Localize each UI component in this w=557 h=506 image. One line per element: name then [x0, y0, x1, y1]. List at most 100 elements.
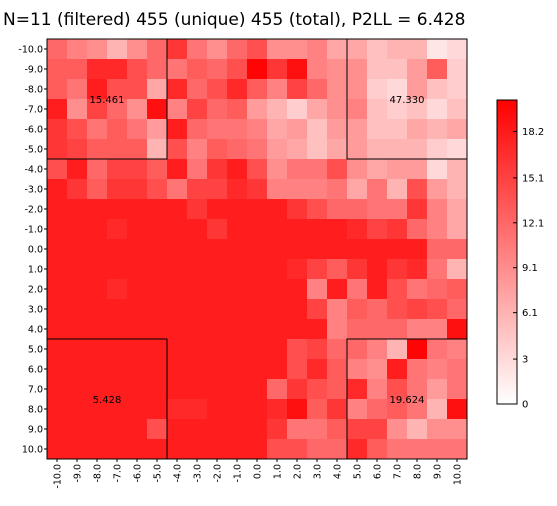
heatmap-cell	[87, 339, 107, 359]
x-tick-label: -8.0	[93, 464, 104, 483]
heatmap-cell	[347, 79, 367, 99]
heatmap-cell	[307, 79, 327, 99]
heatmap-cell	[447, 299, 467, 319]
x-tick-label: 2.0	[293, 464, 304, 479]
x-tick-label: 5.0	[353, 464, 364, 479]
heatmap-cell	[447, 119, 467, 139]
heatmap-cell	[447, 59, 467, 79]
heatmap-cell	[307, 279, 327, 299]
heatmap-cell	[67, 79, 87, 99]
heatmap-cell	[287, 299, 307, 319]
heatmap-cell	[387, 179, 407, 199]
heatmap-cell	[347, 119, 367, 139]
heatmap-cell	[327, 79, 347, 99]
heatmap-cell	[127, 119, 147, 139]
heatmap-cell	[67, 419, 87, 439]
heatmap-cell	[207, 379, 227, 399]
heatmap-cell	[447, 99, 467, 119]
heatmap-cell	[127, 439, 147, 459]
heatmap-cell	[67, 139, 87, 159]
heatmap-cell	[427, 79, 447, 99]
heatmap-cell	[247, 439, 267, 459]
heatmap-cell	[307, 239, 327, 259]
heatmap-cell	[427, 339, 447, 359]
heatmap-cell	[207, 119, 227, 139]
heatmap-cell	[87, 39, 107, 59]
heatmap-cell	[387, 199, 407, 219]
heatmap-cell	[387, 79, 407, 99]
quadrant-box	[46, 338, 168, 460]
heatmap-cell	[67, 359, 87, 379]
heatmap-cell	[287, 439, 307, 459]
heatmap-cell	[407, 319, 427, 339]
heatmap-cell	[307, 299, 327, 319]
quadrant-boxes	[46, 38, 468, 460]
heatmap-cell	[127, 139, 147, 159]
heatmap-cell	[227, 59, 247, 79]
y-tick-label: 9.0	[28, 425, 43, 436]
heatmap-cell	[367, 79, 387, 99]
heatmap-cell	[247, 99, 267, 119]
heatmap-cell	[147, 379, 167, 399]
heatmap-cell	[287, 219, 307, 239]
heatmap-cell	[387, 119, 407, 139]
heatmap-cell	[447, 239, 467, 259]
heatmap-cell	[47, 179, 67, 199]
heatmap-cell	[327, 219, 347, 239]
quadrant-box	[346, 338, 468, 460]
heatmap-cell	[447, 379, 467, 399]
chart-title: N=11 (filtered) 455 (unique) 455 (total)…	[3, 10, 465, 30]
heatmap-cell	[207, 439, 227, 459]
heatmap-cell	[187, 99, 207, 119]
heatmap-cell	[147, 99, 167, 119]
heatmap-cell	[187, 419, 207, 439]
heatmap-cell	[267, 339, 287, 359]
heatmap-cell	[367, 439, 387, 459]
heatmap-cell	[67, 39, 87, 59]
heatmap-cell	[167, 99, 187, 119]
heatmap-cell	[67, 119, 87, 139]
heatmap-cell	[167, 319, 187, 339]
heatmap-cell	[127, 39, 147, 59]
heatmap-cell	[147, 399, 167, 419]
heatmap-cell	[387, 339, 407, 359]
colorbar-tick-label: 12.1	[522, 218, 544, 229]
y-tick-label: -4.0	[24, 165, 43, 176]
heatmap-cell	[267, 439, 287, 459]
heatmap-cell	[107, 139, 127, 159]
heatmap-cell	[227, 179, 247, 199]
colorbar-gradient	[496, 99, 518, 405]
heatmap-cell	[227, 339, 247, 359]
heatmap-cell	[187, 139, 207, 159]
heatmap-cell	[407, 439, 427, 459]
heatmap-cell	[447, 179, 467, 199]
heatmap-cell	[147, 279, 167, 299]
heatmap-cell	[187, 379, 207, 399]
heatmap-cell	[367, 359, 387, 379]
heatmap-cell	[267, 59, 287, 79]
heatmap-cell	[207, 259, 227, 279]
heatmap-cell	[387, 419, 407, 439]
heatmap-cell	[267, 219, 287, 239]
heatmap-cell	[247, 59, 267, 79]
heatmap-cell	[187, 399, 207, 419]
heatmap-cell	[167, 419, 187, 439]
heatmap-cell	[267, 119, 287, 139]
heatmap-cell	[187, 339, 207, 359]
heatmap-cell	[247, 219, 267, 239]
heatmap-cell	[127, 299, 147, 319]
heatmap-cell	[347, 439, 367, 459]
heatmap-cell	[187, 219, 207, 239]
heatmap-cell	[167, 179, 187, 199]
heatmap-cell	[387, 159, 407, 179]
heatmap-cell	[407, 359, 427, 379]
heatmap-cell	[87, 219, 107, 239]
heatmap-cell	[207, 199, 227, 219]
heatmap-cell	[187, 279, 207, 299]
heatmap-cell	[427, 159, 447, 179]
heatmap-cell	[207, 219, 227, 239]
heatmap-cell	[47, 299, 67, 319]
heatmap-cell	[367, 419, 387, 439]
heatmap-cell	[47, 119, 67, 139]
heatmap-cell	[187, 299, 207, 319]
